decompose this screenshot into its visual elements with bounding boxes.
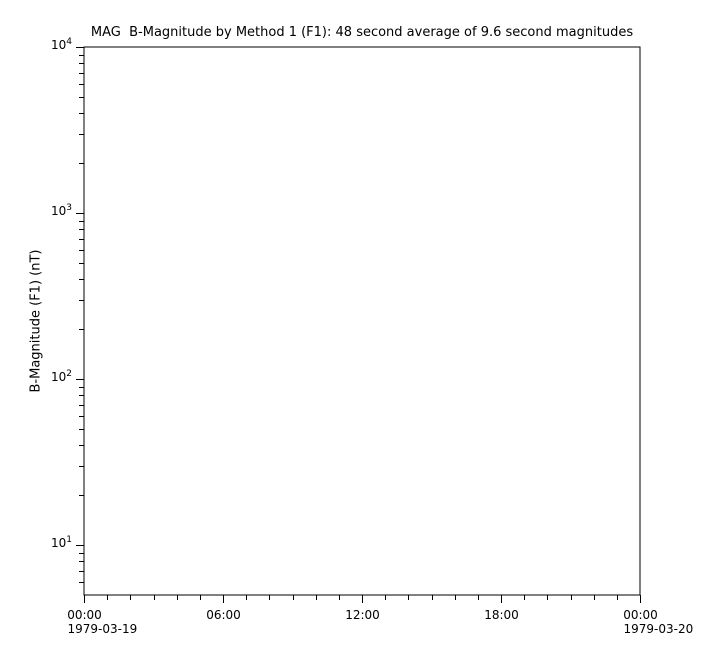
x-tick-label: 06:00 — [206, 608, 241, 622]
x-date-label: 1979-03-20 — [623, 622, 694, 636]
y-tick-label: 102 — [50, 368, 72, 384]
y-tick-label: 101 — [50, 534, 72, 550]
x-tick-label: 00:00 — [623, 608, 658, 622]
x-tick-label: 18:00 — [484, 608, 519, 622]
x-tick-label: 12:00 — [345, 608, 380, 622]
x-tick-label: 00:00 — [67, 608, 102, 622]
y-tick-label: 103 — [50, 202, 72, 218]
chart-title: MAG B-Magnitude by Method 1 (F1): 48 sec… — [90, 25, 634, 40]
plot-frame — [83, 46, 641, 596]
x-date-label: 1979-03-19 — [67, 622, 138, 636]
y-tick-label: 104 — [50, 36, 72, 52]
